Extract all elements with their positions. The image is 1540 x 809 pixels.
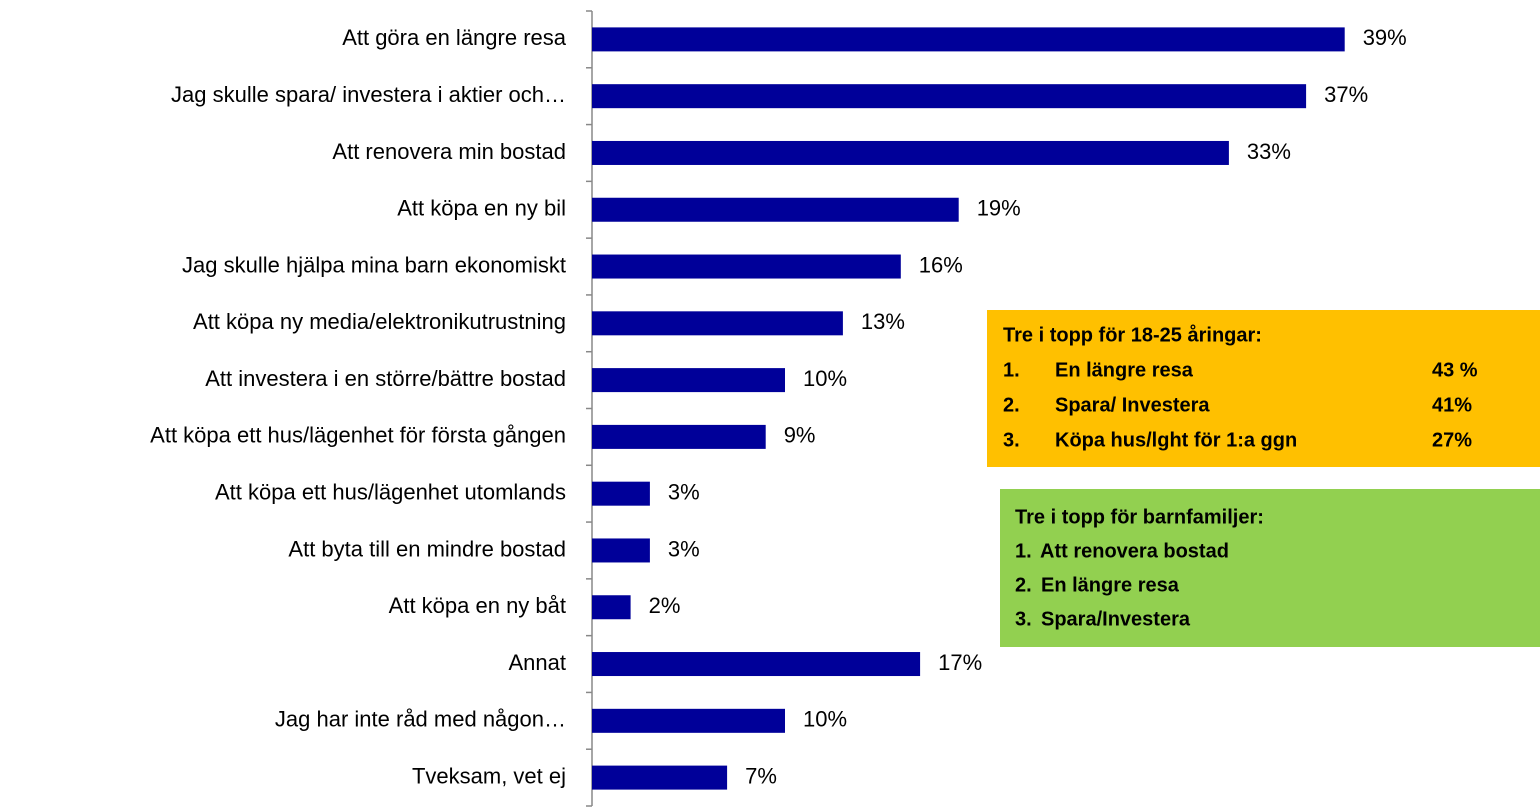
bar <box>592 652 921 677</box>
data-label: 39% <box>1363 25 1407 50</box>
y-tick-label: Jag skulle spara/ investera i aktier och… <box>171 82 566 107</box>
annotation-number: 1. <box>1003 359 1020 381</box>
annotation-value: 27% <box>1432 429 1472 451</box>
data-label: 37% <box>1324 82 1368 107</box>
data-label: 9% <box>784 423 816 448</box>
y-tick-label: Att göra en längre resa <box>342 25 567 50</box>
data-label: 2% <box>649 593 681 618</box>
y-tick-label: Att köpa ett hus/lägenhet utomlands <box>215 479 566 504</box>
y-tick-label: Tveksam, vet ej <box>412 763 566 788</box>
annotation-text: Spara/Investera <box>1041 608 1191 630</box>
data-label: 17% <box>938 650 982 675</box>
annotation-background <box>987 310 1540 467</box>
y-tick-label: Att köpa en ny båt <box>389 593 566 618</box>
data-label: 19% <box>977 196 1021 221</box>
bar <box>592 311 843 336</box>
annotation-text: Köpa hus/lght för 1:a ggn <box>1055 429 1297 451</box>
annotation-number: 3. <box>1003 429 1020 451</box>
data-label: 16% <box>919 252 963 277</box>
bar <box>592 424 766 449</box>
bar <box>592 708 785 733</box>
annotation-text: En längre resa <box>1055 359 1194 381</box>
bar <box>592 765 728 790</box>
data-label: 10% <box>803 366 847 391</box>
bar <box>592 538 650 563</box>
y-tick-label: Att köpa ett hus/lägenhet för första gån… <box>150 423 566 448</box>
annotation-number: 3. <box>1015 608 1032 630</box>
annotation-value: 41% <box>1432 394 1472 416</box>
annotation-text: Spara/ Investera <box>1055 394 1210 416</box>
annotation-number: 1. <box>1015 540 1032 562</box>
y-tick-label: Att köpa ny media/elektronikutrustning <box>193 309 566 334</box>
annotation-box: Tre i topp för barnfamiljer: 1. Att renove… <box>1000 489 1540 647</box>
bar <box>592 481 650 506</box>
annotation-title: Tre i topp för barnfamiljer: <box>1015 506 1264 528</box>
y-tick-label: Annat <box>509 650 567 675</box>
data-label: 3% <box>668 479 700 504</box>
annotation-title: Tre i topp för 18-25 åringar: <box>1003 323 1262 346</box>
data-label: 10% <box>803 707 847 732</box>
data-label: 3% <box>668 536 700 561</box>
bar <box>592 254 901 279</box>
data-label: 33% <box>1247 139 1291 164</box>
annotation-background <box>1000 489 1540 647</box>
annotation-value: 43 % <box>1432 359 1478 381</box>
data-label: 7% <box>745 763 777 788</box>
bar <box>592 140 1229 165</box>
annotation-box: Tre i topp för 18-25 åringar: 1. En längre… <box>987 310 1540 467</box>
annotation-text: Att renovera bostad <box>1040 540 1229 562</box>
data-label: 13% <box>861 309 905 334</box>
bar <box>592 27 1345 52</box>
y-tick-label: Att köpa en ny bil <box>397 196 566 221</box>
bar <box>592 368 785 393</box>
y-tick-label: Att renovera min bostad <box>332 139 566 164</box>
bar <box>592 84 1307 109</box>
annotation-number: 2. <box>1003 394 1020 416</box>
annotation-text: En längre resa <box>1041 574 1180 596</box>
annotation-number: 2. <box>1015 574 1032 596</box>
bar <box>592 197 959 222</box>
y-tick-label: Att byta till en mindre bostad <box>288 536 566 561</box>
bar <box>592 595 631 620</box>
y-tick-label: Jag har inte råd med någon… <box>275 707 566 732</box>
y-tick-label: Att investera i en större/bättre bostad <box>205 366 566 391</box>
y-tick-label: Jag skulle hjälpa mina barn ekonomiskt <box>182 252 566 277</box>
